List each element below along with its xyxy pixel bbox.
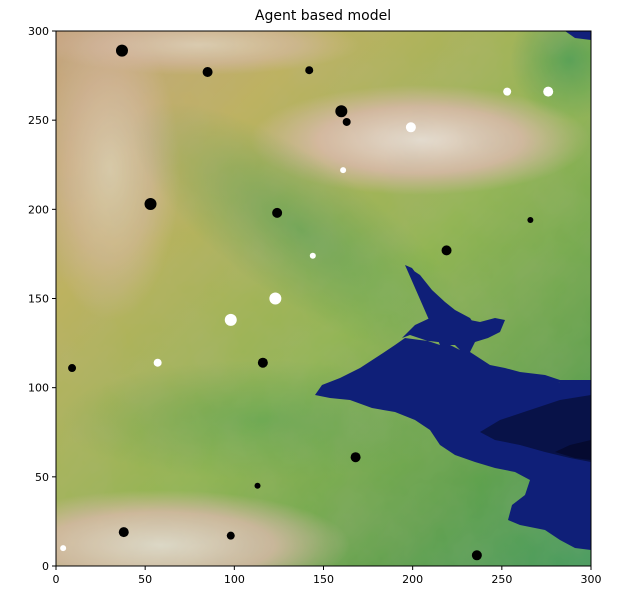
agents-layer [60,44,554,561]
agent-black-point [202,67,213,78]
agent-white-point [405,122,416,133]
y-tick-label: 0 [42,560,49,573]
x-tick-label: 50 [138,573,152,586]
agent-black-point [527,217,534,224]
agent-white-point [340,167,347,174]
x-axis: 0 50 100 150 200 250 300 [53,566,602,586]
terrain-map [56,31,591,566]
water-deepest [555,440,591,460]
y-tick-label: 200 [28,203,49,216]
x-tick-label: 300 [581,573,602,586]
terrain-texture [56,31,591,566]
y-tick-label: 250 [28,114,49,127]
agent-black-point [68,364,77,373]
agent-white-point [269,292,282,305]
x-tick-label: 150 [313,573,334,586]
agent-black-point [350,452,361,463]
water-deep [480,395,591,462]
x-tick-label: 250 [491,573,512,586]
agent-black-point [272,207,283,218]
agent-white-point [309,252,316,259]
agent-white-point [60,545,67,552]
agent-black-point [144,197,157,210]
agent-black-point [342,117,351,126]
agent-black-point [254,482,261,489]
agent-black-point [226,531,235,540]
agent-white-point [224,313,237,326]
y-tick-label: 150 [28,293,49,306]
x-tick-label: 200 [402,573,423,586]
agent-black-point [335,105,348,118]
agent-black-point [115,44,128,57]
agent-black-point [257,357,268,368]
agent-black-point [305,66,314,75]
y-tick-label: 300 [28,25,49,38]
chart-title: Agent based model [255,8,391,24]
agent-black-point [471,550,482,561]
agent-black-point [441,245,452,256]
y-tick-label: 100 [28,382,49,395]
x-tick-label: 0 [53,573,60,586]
x-tick-label: 100 [224,573,245,586]
agent-white-point [503,87,512,96]
y-tick-label: 50 [35,471,49,484]
agent-white-point [153,358,162,367]
agent-white-point [543,86,554,97]
water-body [315,265,591,550]
water-corner [565,31,591,40]
y-axis: 0 50 100 150 200 250 300 [28,25,56,573]
agent-black-point [118,527,129,538]
